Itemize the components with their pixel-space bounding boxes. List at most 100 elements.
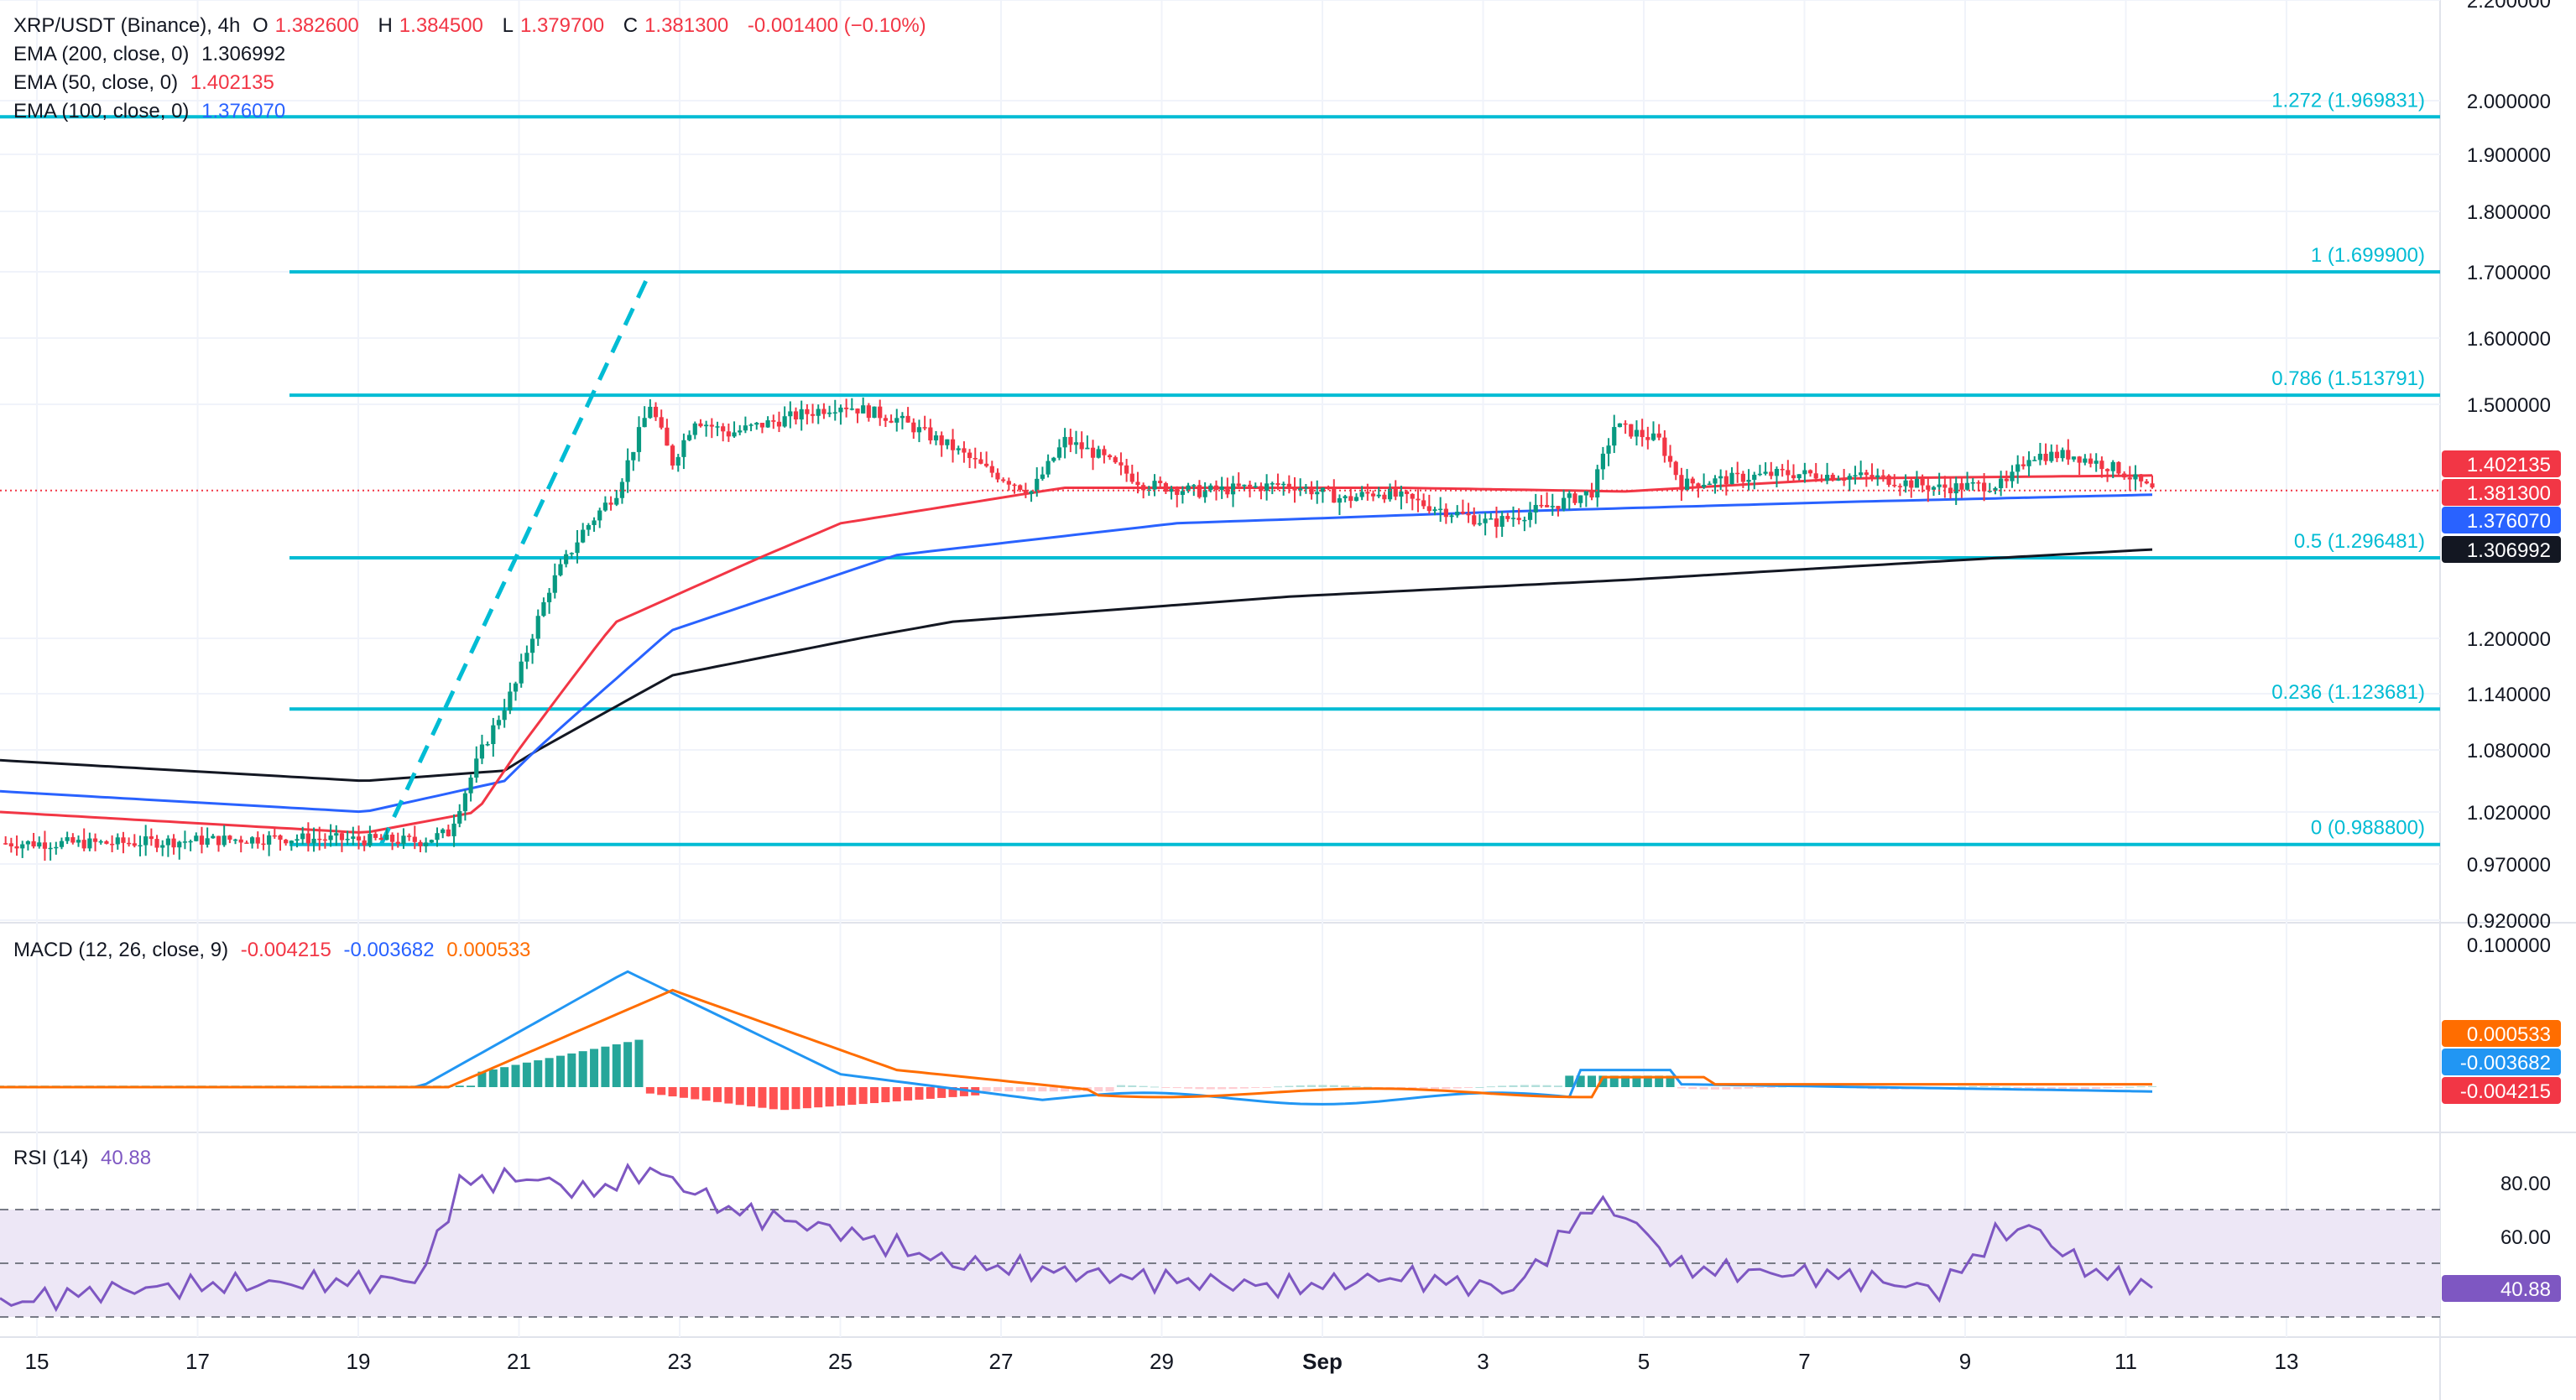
candle-body (1270, 483, 1275, 485)
candle-body (1869, 475, 1875, 478)
macd-histogram-bar (1553, 1085, 1562, 1087)
candle-body (261, 843, 266, 846)
candle-body (1718, 476, 1723, 479)
candle-body (278, 835, 283, 841)
change-value: -0.001400 (−0.10%) (747, 14, 926, 37)
candle-body (916, 427, 922, 433)
candle-body (20, 844, 25, 849)
candle-body (1914, 478, 1920, 488)
candle-body (1679, 475, 1684, 491)
candle-body (1729, 472, 1734, 485)
candle-body (502, 710, 507, 721)
macd-histogram-bar (713, 1087, 722, 1102)
candle-body (1673, 461, 1678, 476)
ema100-label: EMA (100, close, 0) (13, 100, 190, 122)
price-tick-label: 1.500000 (2467, 394, 2551, 417)
price-tags: 1.402135 1.381300 1.376070 1.306992 (2442, 450, 2561, 563)
macd-histogram-bar (1094, 1087, 1103, 1092)
candle-body (2122, 473, 2127, 478)
macd-histogram-bar (870, 1087, 879, 1104)
candle-body (2077, 456, 2082, 463)
rsi-tag (2442, 1275, 2561, 1302)
candle-body (1455, 512, 1460, 516)
candle-body (1993, 487, 1998, 491)
time-tick-label: 11 (2115, 1349, 2137, 1374)
macd-histogram-bar (1352, 1085, 1361, 1087)
candle-body (188, 841, 193, 843)
candle-body (1079, 442, 1084, 450)
candle-body (317, 838, 322, 841)
symbol-title: XRP/USDT (Binance), 4h (13, 14, 241, 37)
macd-histogram-bar (1363, 1086, 1372, 1088)
time-axis[interactable]: 15 17 19 21 23 25 27 29 Sep 3 5 7 9 11 13 (25, 1349, 2299, 1374)
candle-body (1035, 478, 1040, 492)
candle-body (1948, 487, 1953, 494)
candle-body (1527, 512, 1533, 520)
candle-body (1830, 475, 1835, 481)
candle-body (474, 758, 479, 778)
candle-body (1572, 493, 1577, 503)
macd-histogram-bar (1688, 1087, 1697, 1090)
macd-histogram-bar (590, 1049, 599, 1087)
price-tag-value: 1.376070 (2467, 510, 2551, 533)
macd-histogram-bar (2103, 1087, 2112, 1089)
candle-body (508, 691, 513, 711)
candle-body (1119, 462, 1124, 466)
macd-histogram-bar (1116, 1085, 1125, 1087)
candle-body (1135, 481, 1140, 486)
candle-body (665, 427, 670, 446)
candle-body (704, 424, 709, 427)
candle-body (395, 841, 400, 845)
macd-histogram-bar (791, 1087, 800, 1110)
price-tick-label: 1.200000 (2467, 628, 2551, 651)
price-tag (2442, 479, 2561, 506)
fib-label: 1.272 (1.969831) (2271, 89, 2425, 112)
macd-hist-value: -0.004215 (240, 939, 331, 961)
candle-body (2054, 451, 2060, 459)
candle-body (87, 838, 92, 849)
candle-body (14, 846, 19, 849)
candle-body (2060, 450, 2065, 459)
fib-label: 1 (1.699900) (2311, 244, 2425, 267)
candle-body (2133, 474, 2138, 480)
candle-body (821, 409, 827, 414)
fib-label: 0.786 (1.513791) (2271, 367, 2425, 390)
rsi-tag-value: 40.88 (2500, 1278, 2551, 1301)
candle-body (1124, 465, 1129, 474)
candle-body (446, 829, 451, 836)
candle-body (1062, 436, 1067, 448)
macd-histogram-bar (1206, 1087, 1215, 1090)
candle-body (182, 841, 188, 843)
candle-body (1353, 497, 1359, 502)
macd-histogram-bar (500, 1067, 509, 1087)
macd-histogram-bar (2125, 1086, 2135, 1088)
candle-body (424, 842, 429, 846)
candle-body (721, 426, 726, 432)
candle-body (160, 845, 165, 848)
candle-body (65, 837, 70, 841)
price-axis[interactable]: 0.920000 0.970000 1.020000 1.080000 1.140000… (2467, 0, 2551, 933)
candle-body (272, 835, 277, 837)
candle-body (216, 835, 222, 846)
macd-histogram-bar (1239, 1087, 1249, 1089)
candle-body (738, 430, 743, 433)
candle-body (300, 833, 305, 840)
open-label: O (253, 14, 269, 37)
candle-body (1303, 487, 1308, 489)
candle-body (76, 840, 81, 843)
candle-body (249, 837, 255, 844)
candle-body (1129, 473, 1134, 482)
macd-histogram-bar (522, 1062, 531, 1087)
candle-body (311, 838, 316, 844)
macd-histogram-bar (645, 1087, 654, 1094)
macd-histogram-bar (657, 1087, 666, 1096)
macd-histogram-bar (1666, 1075, 1675, 1087)
candle-body (25, 841, 30, 845)
candle-body (1903, 480, 1908, 487)
candle-body (681, 440, 686, 457)
candle-body (1236, 483, 1241, 487)
candlesticks[interactable] (0, 397, 2440, 861)
macd-histogram-bar (1744, 1087, 1754, 1089)
macd-tick-label: 0.100000 (2467, 934, 2551, 957)
